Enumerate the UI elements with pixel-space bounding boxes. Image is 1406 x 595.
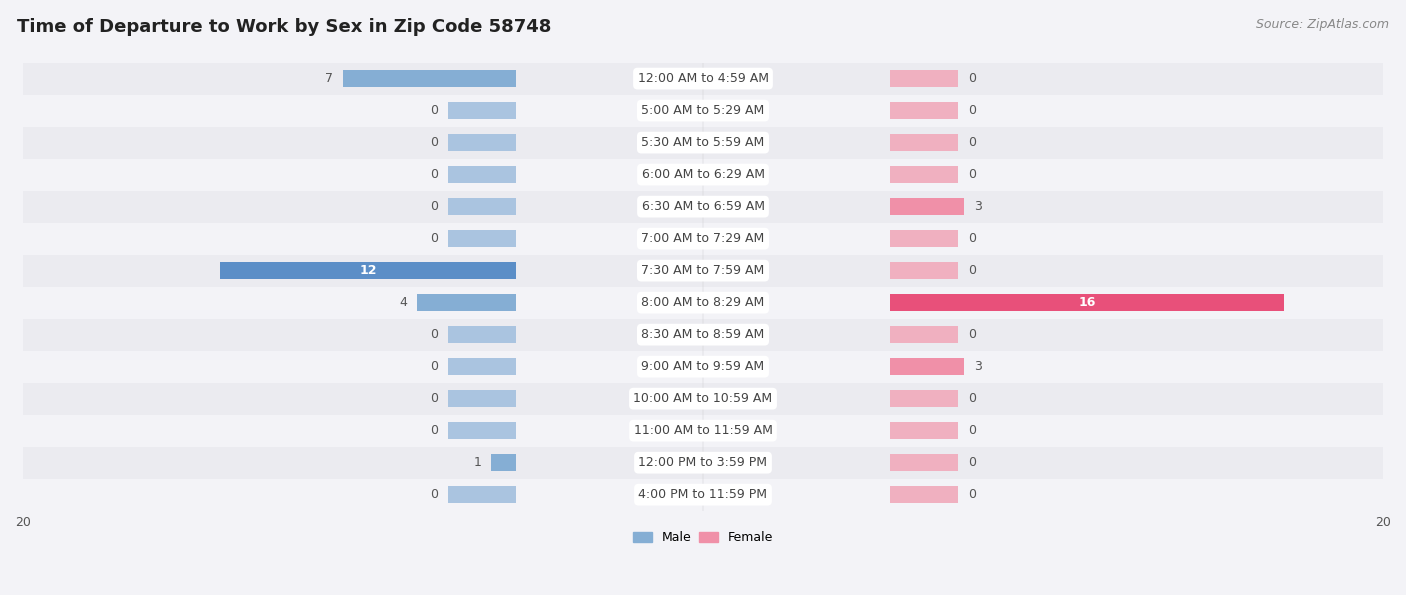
Bar — [449, 326, 516, 343]
Bar — [890, 455, 957, 471]
Text: 6:30 AM to 6:59 AM: 6:30 AM to 6:59 AM — [641, 200, 765, 213]
Text: 3: 3 — [974, 200, 981, 213]
Bar — [22, 319, 1384, 350]
Text: 6:00 AM to 6:29 AM: 6:00 AM to 6:29 AM — [641, 168, 765, 181]
Text: 3: 3 — [974, 360, 981, 373]
Bar — [449, 486, 516, 503]
Bar — [890, 198, 965, 215]
Bar — [22, 223, 1384, 255]
Text: 0: 0 — [969, 392, 976, 405]
Bar — [22, 190, 1384, 223]
Text: 0: 0 — [430, 360, 437, 373]
Text: 11:00 AM to 11:59 AM: 11:00 AM to 11:59 AM — [634, 424, 772, 437]
Bar — [890, 134, 957, 151]
Text: 7:30 AM to 7:59 AM: 7:30 AM to 7:59 AM — [641, 264, 765, 277]
Bar — [890, 262, 957, 279]
Text: 0: 0 — [969, 136, 976, 149]
Bar — [22, 159, 1384, 190]
Text: 9:00 AM to 9:59 AM: 9:00 AM to 9:59 AM — [641, 360, 765, 373]
Text: 0: 0 — [969, 72, 976, 85]
Text: 0: 0 — [969, 264, 976, 277]
Text: 0: 0 — [430, 136, 437, 149]
Text: 12:00 AM to 4:59 AM: 12:00 AM to 4:59 AM — [637, 72, 769, 85]
Text: 0: 0 — [430, 104, 437, 117]
Bar — [418, 295, 516, 311]
Bar — [22, 383, 1384, 415]
Bar — [449, 358, 516, 375]
Text: 0: 0 — [969, 168, 976, 181]
Text: 0: 0 — [430, 168, 437, 181]
Text: 10:00 AM to 10:59 AM: 10:00 AM to 10:59 AM — [634, 392, 772, 405]
Text: 5:30 AM to 5:59 AM: 5:30 AM to 5:59 AM — [641, 136, 765, 149]
Text: Time of Departure to Work by Sex in Zip Code 58748: Time of Departure to Work by Sex in Zip … — [17, 18, 551, 36]
Text: 0: 0 — [430, 328, 437, 341]
Text: 5:00 AM to 5:29 AM: 5:00 AM to 5:29 AM — [641, 104, 765, 117]
Bar — [22, 479, 1384, 511]
Text: 0: 0 — [969, 104, 976, 117]
Bar — [22, 255, 1384, 287]
Bar — [22, 62, 1384, 95]
Bar — [890, 326, 957, 343]
Text: 12: 12 — [360, 264, 377, 277]
Bar — [22, 350, 1384, 383]
Bar — [890, 390, 957, 407]
Bar — [449, 390, 516, 407]
Bar — [890, 422, 957, 439]
Text: 0: 0 — [430, 392, 437, 405]
Text: 0: 0 — [969, 232, 976, 245]
Bar — [449, 166, 516, 183]
Bar — [890, 166, 957, 183]
Text: 0: 0 — [969, 488, 976, 501]
Bar — [449, 102, 516, 119]
Bar — [22, 127, 1384, 159]
Text: 16: 16 — [1078, 296, 1095, 309]
Text: 7: 7 — [325, 72, 333, 85]
Bar — [449, 230, 516, 247]
Bar — [449, 134, 516, 151]
Bar — [449, 198, 516, 215]
Bar — [343, 70, 516, 87]
Bar — [491, 455, 516, 471]
Bar — [22, 95, 1384, 127]
Bar — [449, 422, 516, 439]
Text: 0: 0 — [430, 488, 437, 501]
Text: 8:00 AM to 8:29 AM: 8:00 AM to 8:29 AM — [641, 296, 765, 309]
Text: 1: 1 — [474, 456, 481, 469]
Bar — [221, 262, 516, 279]
Bar — [890, 358, 965, 375]
Text: 0: 0 — [969, 328, 976, 341]
Text: 12:00 PM to 3:59 PM: 12:00 PM to 3:59 PM — [638, 456, 768, 469]
Bar — [890, 230, 957, 247]
Bar — [22, 447, 1384, 479]
Text: 7:00 AM to 7:29 AM: 7:00 AM to 7:29 AM — [641, 232, 765, 245]
Text: 0: 0 — [969, 456, 976, 469]
Text: 8:30 AM to 8:59 AM: 8:30 AM to 8:59 AM — [641, 328, 765, 341]
Text: 0: 0 — [430, 232, 437, 245]
Bar — [890, 70, 957, 87]
Bar — [22, 415, 1384, 447]
Text: 4: 4 — [399, 296, 408, 309]
Text: 0: 0 — [430, 200, 437, 213]
Bar — [890, 486, 957, 503]
Bar — [890, 295, 1285, 311]
Bar — [890, 102, 957, 119]
Text: Source: ZipAtlas.com: Source: ZipAtlas.com — [1256, 18, 1389, 31]
Text: 0: 0 — [430, 424, 437, 437]
Legend: Male, Female: Male, Female — [628, 526, 778, 549]
Text: 4:00 PM to 11:59 PM: 4:00 PM to 11:59 PM — [638, 488, 768, 501]
Bar — [22, 287, 1384, 319]
Text: 0: 0 — [969, 424, 976, 437]
